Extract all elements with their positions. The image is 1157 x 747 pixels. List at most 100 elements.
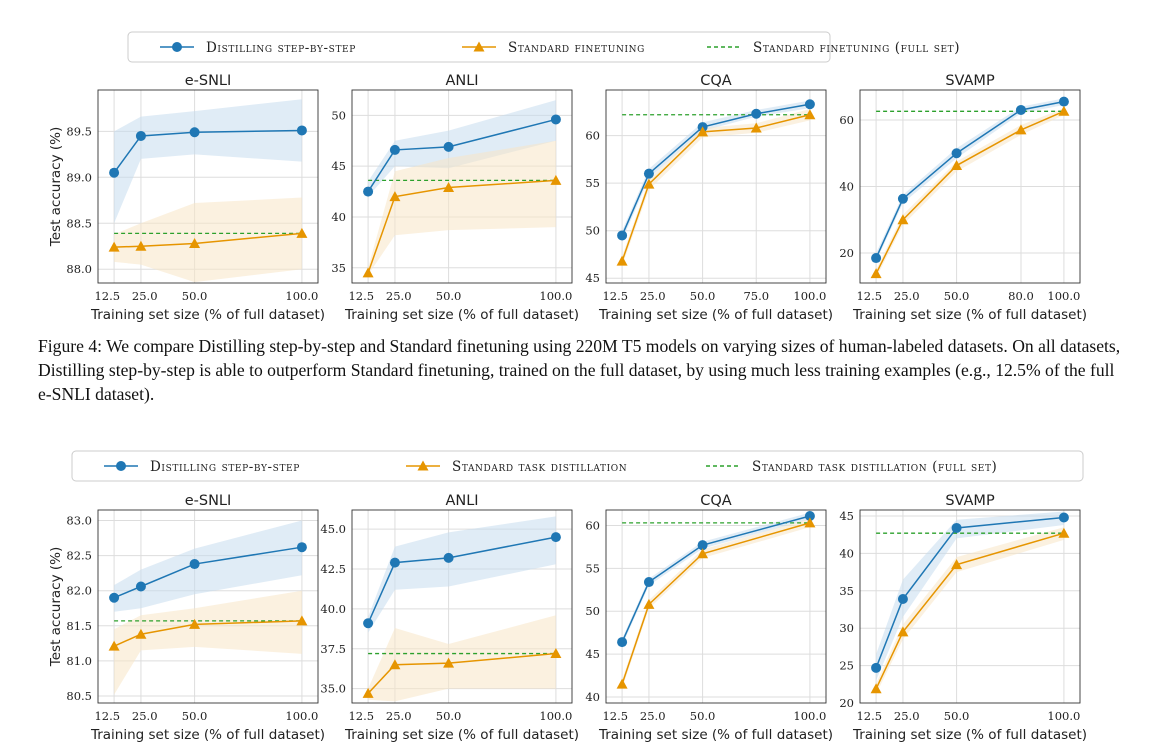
x-tick-label: 12.5 bbox=[602, 709, 628, 723]
data-point bbox=[135, 240, 147, 251]
x-axis-label: Training set size (% of full dataset) bbox=[344, 307, 579, 323]
data-point bbox=[643, 598, 655, 609]
y-tick-label: 45 bbox=[839, 509, 854, 523]
y-tick-label: 35 bbox=[839, 584, 854, 598]
data-point bbox=[109, 592, 120, 603]
y-tick-label: 89.0 bbox=[66, 170, 92, 184]
confidence-band-1 bbox=[876, 511, 1064, 681]
x-tick-label: 50.0 bbox=[690, 709, 716, 723]
y-tick-label: 30 bbox=[839, 621, 854, 635]
series-line-2 bbox=[113, 620, 302, 647]
panel-title: e-SNLI bbox=[185, 493, 232, 509]
panel-title: ANLI bbox=[445, 493, 478, 509]
y-tick-label: 35.0 bbox=[320, 682, 346, 696]
data-point bbox=[804, 99, 815, 110]
legend-marker-2 bbox=[473, 41, 485, 52]
y-tick-label: 83.0 bbox=[66, 514, 92, 528]
legend-label-3: Standard finetuning (full set) bbox=[753, 40, 960, 56]
data-point bbox=[697, 540, 708, 551]
x-tick-label: 25.0 bbox=[640, 709, 666, 723]
data-point bbox=[189, 618, 201, 629]
confidence-band-1 bbox=[368, 100, 556, 197]
data-point bbox=[616, 255, 628, 266]
data-point bbox=[108, 241, 120, 252]
data-point bbox=[1058, 527, 1070, 538]
data-point bbox=[296, 542, 307, 553]
legend-marker-1 bbox=[116, 461, 126, 471]
series-line-1 bbox=[113, 546, 303, 599]
confidence-band-2 bbox=[622, 109, 810, 266]
x-tick-label: 100.0 bbox=[539, 289, 572, 303]
data-point bbox=[363, 618, 374, 629]
legend-label-2: Standard task distillation bbox=[452, 459, 627, 475]
data-point bbox=[643, 178, 655, 189]
data-point bbox=[1015, 104, 1026, 115]
data-point bbox=[550, 648, 562, 659]
series-line-1 bbox=[875, 516, 1064, 669]
panel-title: SVAMP bbox=[945, 493, 995, 509]
data-point bbox=[362, 267, 374, 278]
y-tick-label: 20 bbox=[839, 246, 854, 260]
data-point bbox=[1058, 512, 1069, 523]
x-tick-label: 50.0 bbox=[944, 289, 970, 303]
x-tick-label: 50.0 bbox=[182, 709, 208, 723]
panel-cqa: 12.5 25.0 50.0 75.0 100.0 45 50 55 60 CQA Training… bbox=[585, 73, 833, 323]
y-tick-label: 40 bbox=[585, 690, 600, 704]
x-tick-label: 50.0 bbox=[436, 709, 462, 723]
x-axis-label: Training set size (% of full dataset) bbox=[852, 727, 1087, 743]
x-tick-label: 12.5 bbox=[94, 709, 120, 723]
series-line-1 bbox=[367, 536, 557, 624]
y-tick-label: 50 bbox=[331, 108, 346, 122]
y-tick-label: 81.5 bbox=[66, 619, 92, 633]
y-tick-label: 82.5 bbox=[66, 549, 92, 563]
series-line-2 bbox=[875, 532, 1065, 690]
data-point bbox=[363, 186, 374, 197]
plot-frame bbox=[605, 509, 827, 704]
x-tick-label: 12.5 bbox=[856, 289, 882, 303]
plot-frame bbox=[605, 89, 827, 284]
data-point bbox=[617, 637, 628, 648]
data-point bbox=[804, 517, 816, 528]
data-point bbox=[871, 253, 882, 264]
panel-title: e-SNLI bbox=[185, 73, 232, 89]
x-tick-label: 50.0 bbox=[944, 709, 970, 723]
confidence-band-2 bbox=[114, 590, 302, 695]
plot-frame bbox=[859, 89, 1081, 284]
panel-cqa: 12.5 25.0 50.0 100.0 40 45 50 55 60 CQA Training s… bbox=[585, 493, 833, 743]
data-point bbox=[804, 511, 815, 522]
legend-box bbox=[71, 450, 1084, 482]
confidence-band-1 bbox=[114, 99, 302, 224]
data-point bbox=[443, 182, 455, 193]
data-point bbox=[697, 548, 709, 559]
x-tick-label: 12.5 bbox=[348, 289, 374, 303]
confidence-band-1 bbox=[622, 512, 810, 646]
y-tick-label: 82.0 bbox=[66, 584, 92, 598]
data-point bbox=[951, 559, 963, 570]
confidence-band-2 bbox=[368, 615, 556, 702]
confidence-band-2 bbox=[622, 518, 810, 689]
data-point bbox=[871, 662, 882, 673]
data-point bbox=[751, 108, 762, 119]
x-axis-label: Training set size (% of full dataset) bbox=[344, 727, 579, 743]
data-point bbox=[296, 125, 307, 136]
series-line-1 bbox=[367, 118, 557, 192]
data-point bbox=[1058, 105, 1070, 116]
panel-svamp: 12.5 25.0 50.0 80.0 100.0 20 40 60 SVAMP Training… bbox=[839, 73, 1087, 323]
y-tick-label: 81.0 bbox=[66, 654, 92, 668]
data-point bbox=[870, 268, 882, 279]
y-tick-label: 40.0 bbox=[320, 602, 346, 616]
x-tick-label: 12.5 bbox=[602, 289, 628, 303]
series-line-2 bbox=[875, 110, 1065, 275]
y-tick-label: 37.5 bbox=[320, 642, 346, 656]
data-point bbox=[443, 552, 454, 563]
x-axis-label: Training set size (% of full dataset) bbox=[598, 727, 833, 743]
panel-e-snli: 12.5 25.0 50.0 100.0 80.5 81.0 81.5 82.0 82.5 83.… bbox=[48, 493, 325, 743]
y-tick-label: 55 bbox=[585, 176, 600, 190]
y-axis-label: Test accuracy (%) bbox=[48, 127, 64, 247]
data-point bbox=[135, 130, 146, 141]
y-tick-label: 25 bbox=[839, 659, 854, 673]
x-tick-label: 100.0 bbox=[1047, 289, 1080, 303]
confidence-band-1 bbox=[368, 516, 556, 633]
plot-frame bbox=[859, 509, 1081, 704]
figure-2: Distilling step-by-step Standard task dis… bbox=[48, 450, 1087, 743]
